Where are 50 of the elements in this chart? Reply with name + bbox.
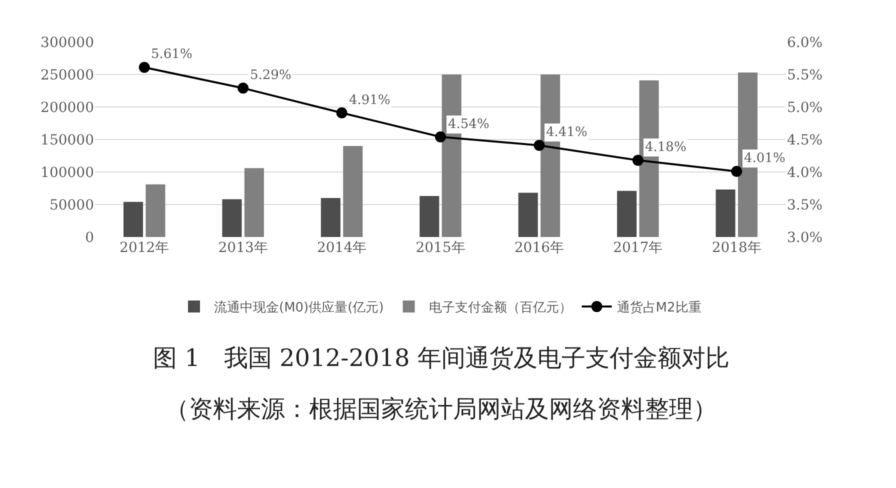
x-tick-label: 2014年 <box>316 240 367 256</box>
y-tick-label: 300000 <box>40 34 94 51</box>
y-tick-label: 50000 <box>49 197 94 214</box>
x-tick-label: 2013年 <box>218 240 268 256</box>
x-tick-label: 2015年 <box>416 240 466 256</box>
point <box>435 131 446 142</box>
data-label: 4.18% <box>645 140 686 155</box>
point <box>731 166 742 177</box>
y2-tick-label: 4.5% <box>787 132 823 148</box>
bar <box>420 196 440 237</box>
y2-tick-label: 3.0% <box>787 230 823 246</box>
y-tick-label: 100000 <box>40 164 94 181</box>
x-tick-label: 2012年 <box>120 240 170 256</box>
point <box>138 62 150 73</box>
data-label: 5.29% <box>250 68 292 83</box>
data-label: 5.61% <box>151 47 192 62</box>
y-tick-label: 200000 <box>40 100 94 116</box>
legend-label: 通货占M2比重 <box>616 300 702 316</box>
bar <box>123 202 144 237</box>
legend-label: 电子支付金额（百亿元） <box>428 300 572 316</box>
legend-label: 流通中现金(M0)供应量(亿元) <box>214 300 384 316</box>
point <box>632 154 644 166</box>
point <box>336 107 348 118</box>
data-label: 4.41% <box>546 125 588 140</box>
text: 图 1 我国 2012-2018 年间通货及电子支付金额对比 <box>153 344 730 372</box>
bar <box>146 184 166 237</box>
text: （资料来源：根据国家统计局网站及网络资料整理） <box>165 395 717 423</box>
y2-tick-label: 4.0% <box>787 164 823 181</box>
bar <box>343 146 363 237</box>
point <box>534 140 545 151</box>
bar <box>244 168 264 237</box>
y-tick-label: 0 <box>85 230 94 246</box>
bar <box>518 192 538 237</box>
bar <box>320 198 340 237</box>
y2-tick-label: 5.5% <box>787 67 823 84</box>
bar <box>617 190 637 237</box>
data-label: 4.54% <box>448 117 490 132</box>
x-tick-label: 2017年 <box>613 240 663 256</box>
point <box>238 82 249 94</box>
x-tick-label: 2018年 <box>712 240 762 256</box>
y2-tick-label: 6.0% <box>787 34 823 51</box>
y-tick-label: 250000 <box>40 67 94 84</box>
x-tick-label: 2016年 <box>514 240 564 256</box>
data-label: 4.91% <box>349 93 390 108</box>
y2-tick-label: 3.5% <box>787 197 823 214</box>
y-tick-label: 150000 <box>40 132 94 148</box>
bar <box>222 199 242 237</box>
y2-tick-label: 5.0% <box>787 100 823 116</box>
bar <box>716 190 736 237</box>
data-label: 4.01% <box>744 151 786 166</box>
